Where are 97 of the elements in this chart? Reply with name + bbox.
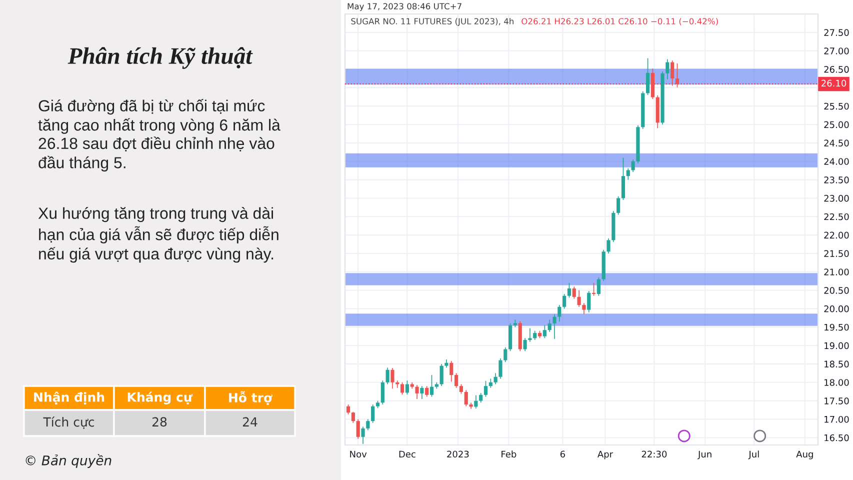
text: 24 [242, 417, 258, 426]
y-tick-label: 24.00 [824, 158, 849, 165]
candlestick [366, 418, 370, 431]
y-tick-label: 25.50 [824, 102, 849, 110]
candlestick [474, 394, 478, 409]
text: Tích cực [43, 416, 94, 429]
candlestick [567, 282, 572, 298]
candlestick [440, 364, 444, 386]
y-tick-label: 19.00 [824, 342, 849, 350]
candlestick [351, 411, 355, 424]
candlestick [572, 286, 576, 300]
candlestick [390, 368, 394, 390]
x-tick-label: 2023 [447, 450, 469, 458]
candlestick [616, 196, 620, 216]
y-tick-label: 17.00 [824, 416, 849, 423]
x-tick-label: 6 [560, 450, 565, 458]
candlestick [626, 168, 630, 180]
y-tick-label: 21.00 [824, 268, 849, 276]
y-tick-label: 21.50 [824, 250, 849, 258]
candlestick [346, 404, 350, 415]
text: © Bản quyền [26, 454, 112, 468]
candlestick [631, 159, 635, 172]
candlestick [621, 157, 626, 200]
candlestick [548, 319, 552, 332]
text: Hỗ trợ [229, 391, 272, 405]
candlestick [587, 290, 591, 313]
candlestick [670, 60, 674, 86]
text: Kháng cự [128, 392, 193, 404]
candlestick [400, 382, 404, 395]
y-tick-label: 22.50 [824, 213, 849, 220]
x-tick-label: Aug [796, 450, 813, 460]
candlestick [454, 372, 458, 388]
candlestick [577, 290, 581, 308]
y-tick-label: 23.50 [824, 176, 849, 184]
candlestick [523, 338, 527, 352]
candlestick [430, 374, 434, 398]
ref-line-label: 26.10 [822, 80, 846, 87]
y-tick-label: 27.00 [824, 48, 849, 54]
y-tick-label: 20.50 [824, 287, 849, 294]
y-tick-label: 26.50 [824, 66, 849, 73]
text: Giá đường đã bị từ chối tại mức tăng cao nhất trong vòng 6 năm là 26.18 sau đợt điều chỉnh nhẹ vào đầu tháng 5. [38, 99, 280, 172]
y-tick-label: 25.00 [824, 121, 849, 128]
candlestick [498, 358, 502, 380]
y-tick-label: 16.50 [824, 434, 849, 442]
candlestick [646, 58, 650, 96]
y-tick-label: 18.50 [824, 360, 849, 368]
x-tick-label: Jun [698, 450, 712, 460]
candlestick [596, 276, 600, 296]
candlestick [488, 378, 492, 388]
y-tick-label: 18.00 [824, 379, 849, 386]
text: May 17, 2023 08:46 UTC+7 [348, 3, 462, 12]
y-tick-label: 23.00 [824, 194, 849, 202]
candlestick [542, 324, 546, 339]
y-tick-label: 27.50 [824, 29, 849, 36]
y-tick-label: 20.00 [824, 305, 849, 312]
x-tick-label: 22:30 [642, 450, 667, 458]
x-tick-label: Nov [350, 450, 367, 458]
candlestick [528, 328, 532, 342]
candlestick [558, 304, 562, 322]
candlestick [425, 386, 429, 398]
text: 28 [152, 417, 167, 427]
candlestick [582, 302, 586, 315]
x-tick-label: Dec [399, 450, 416, 458]
candlestick [494, 372, 498, 385]
annotation: O26.21 H26.23 L26.01 C26.10 −0.11 (−0.42%) [522, 18, 718, 26]
candlestick [479, 392, 483, 404]
candlestick [459, 384, 464, 394]
candlestick [508, 323, 512, 352]
candlestick [356, 418, 360, 440]
candlestick [675, 62, 680, 88]
y-tick-label: 24.50 [824, 140, 849, 146]
candlestick [415, 384, 419, 400]
candlestick [606, 238, 610, 254]
x-tick-label: Jul [748, 450, 759, 460]
candlestick [386, 367, 390, 385]
y-tick-label: 19.50 [824, 324, 849, 331]
candlestick [361, 426, 365, 444]
candlestick [380, 380, 384, 405]
candlestick [450, 360, 454, 382]
y-tick-label: 17.50 [824, 398, 849, 404]
candlestick [666, 58, 670, 80]
text: Phân tích Kỹ thuật [68, 47, 253, 69]
candlestick [562, 294, 566, 310]
y-tick-label: 22.00 [824, 232, 849, 239]
candlestick [533, 330, 537, 340]
candlestick [371, 404, 375, 424]
candlestick [420, 386, 424, 400]
candlestick [552, 314, 556, 340]
x-tick-label: Apr [597, 450, 614, 460]
candlestick [405, 380, 409, 395]
candlestick [504, 346, 508, 363]
candlestick [484, 380, 488, 398]
chart-subtitle: SUGAR NO. 11 FUTURES (JUL 2023), 4h [351, 18, 514, 26]
candlestick [464, 390, 468, 407]
text: Xu hướng tăng trong trung và dài hạn của giá vẫn sẽ được tiếp diễn nếu giá vượt qua được vùng này. [38, 207, 278, 263]
x-tick-label: Feb [502, 450, 516, 458]
text: Nhận định [34, 392, 104, 404]
